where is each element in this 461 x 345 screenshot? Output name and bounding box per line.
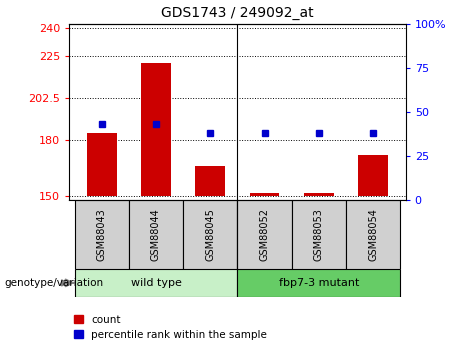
Bar [237, 269, 400, 297]
Text: fbp7-3 mutant: fbp7-3 mutant [278, 278, 359, 288]
Text: GSM88054: GSM88054 [368, 208, 378, 261]
Text: genotype/variation: genotype/variation [5, 278, 104, 288]
Text: wild type: wild type [130, 278, 182, 288]
Bar [292, 200, 346, 269]
Bar [75, 200, 129, 269]
Legend: count, percentile rank within the sample: count, percentile rank within the sample [74, 315, 267, 340]
Text: GSM88052: GSM88052 [260, 208, 270, 261]
Bar [304, 193, 334, 196]
Bar [87, 133, 117, 196]
Bar [249, 193, 279, 196]
Bar [358, 155, 388, 196]
Bar [183, 200, 237, 269]
Bar [237, 200, 292, 269]
Bar [75, 269, 237, 297]
Text: GSM88043: GSM88043 [97, 208, 106, 261]
Text: GSM88044: GSM88044 [151, 208, 161, 261]
Text: GSM88053: GSM88053 [314, 208, 324, 261]
Bar [195, 166, 225, 196]
Title: GDS1743 / 249092_at: GDS1743 / 249092_at [161, 6, 314, 20]
Bar [141, 63, 171, 196]
Text: GSM88045: GSM88045 [205, 208, 215, 261]
Bar [346, 200, 400, 269]
Bar [129, 200, 183, 269]
